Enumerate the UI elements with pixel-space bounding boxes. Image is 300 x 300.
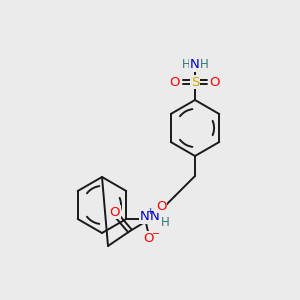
Text: N: N xyxy=(190,58,200,71)
Text: S: S xyxy=(191,76,199,88)
Text: O: O xyxy=(156,200,166,212)
Text: H: H xyxy=(200,58,208,71)
Text: O: O xyxy=(210,76,220,88)
Text: O: O xyxy=(143,232,154,244)
Text: H: H xyxy=(160,217,169,230)
Text: O: O xyxy=(110,206,120,218)
Text: N: N xyxy=(150,209,160,223)
Text: −: − xyxy=(152,229,160,239)
Text: H: H xyxy=(182,58,190,71)
Text: +: + xyxy=(146,208,154,217)
Text: N: N xyxy=(140,211,149,224)
Text: O: O xyxy=(170,76,180,88)
